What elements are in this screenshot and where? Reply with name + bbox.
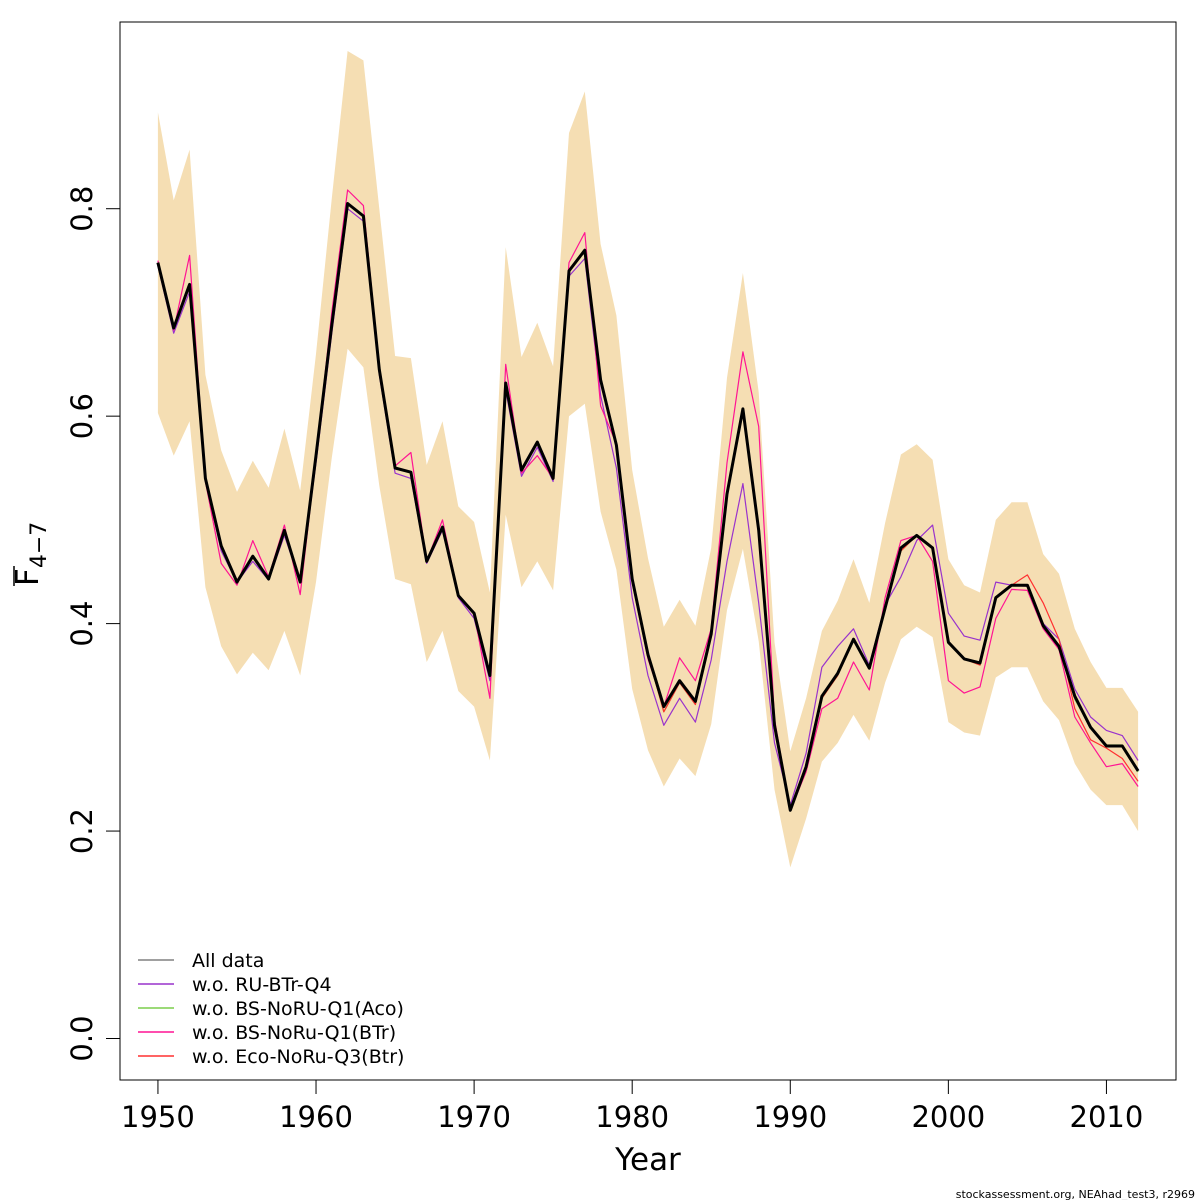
x-tick-label: 1990 bbox=[753, 1100, 827, 1134]
legend-label-2: w.o. BS-NoRU-Q1(Aco) bbox=[192, 998, 404, 1020]
y-axis-title-main: F bbox=[10, 568, 46, 586]
y-axis-title-text: F4−7 bbox=[10, 522, 52, 586]
y-tick-label: 0.0 bbox=[65, 1015, 99, 1061]
x-tick-label: 1970 bbox=[437, 1100, 511, 1134]
x-tick-label: 2010 bbox=[1070, 1100, 1144, 1134]
legend-label-3: w.o. BS-NoRu-Q1(BTr) bbox=[192, 1022, 396, 1044]
legend-label-1: w.o. RU-BTr-Q4 bbox=[192, 974, 332, 996]
x-tick-label: 1980 bbox=[595, 1100, 669, 1134]
x-axis: 1950 1960 1970 1980 1990 2000 2010 bbox=[121, 1079, 1144, 1134]
legend-label-4: w.o. Eco-NoRu-Q3(Btr) bbox=[192, 1046, 404, 1068]
y-axis: 0.0 0.2 0.4 0.6 0.8 bbox=[65, 186, 121, 1062]
confidence-band bbox=[157, 51, 1139, 868]
legend-label-0: All data bbox=[192, 950, 264, 972]
y-axis-title: F4−7 bbox=[10, 522, 52, 586]
y-tick-label: 0.2 bbox=[65, 808, 99, 854]
y-tick-label: 0.4 bbox=[65, 601, 99, 647]
x-axis-title: Year bbox=[614, 1142, 681, 1178]
y-axis-title-subscript: 4−7 bbox=[27, 522, 52, 568]
y-tick-label: 0.8 bbox=[65, 186, 99, 232]
x-tick-label: 2000 bbox=[911, 1100, 985, 1134]
x-tick-label: 1960 bbox=[279, 1100, 353, 1134]
series-line-4 bbox=[156, 202, 1140, 812]
series-layer bbox=[156, 189, 1140, 812]
credit-text: stockassessment.org, NEAhad_test3, r2969 bbox=[956, 1188, 1195, 1200]
confidence-band-layer bbox=[157, 51, 1139, 868]
x-tick-label: 1950 bbox=[121, 1100, 195, 1134]
y-tick-label: 0.6 bbox=[65, 393, 99, 439]
